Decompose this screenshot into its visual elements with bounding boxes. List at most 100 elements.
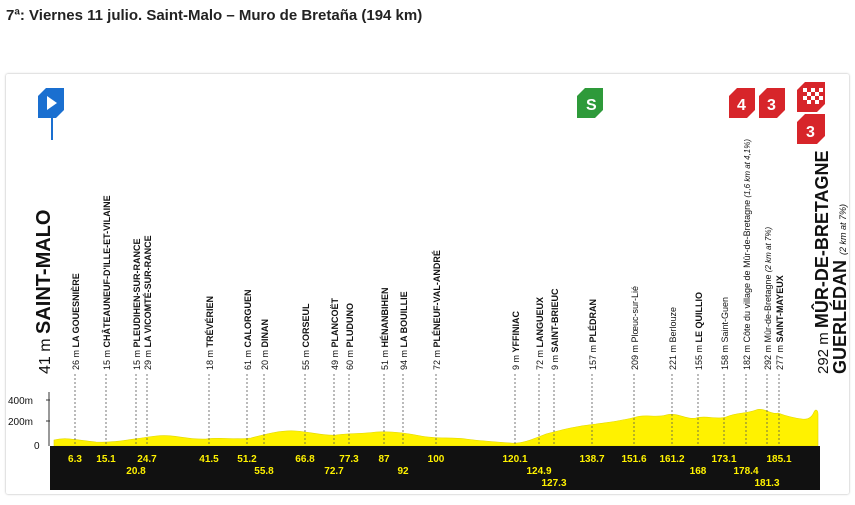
km-label: 72.7 [324,466,344,477]
play-icon [47,96,57,110]
location-label: Mûr-de-Bretagne [763,274,773,342]
location-altitude: 292 m Mûr-de-Bretagne (2 km at 7%) [763,227,773,370]
location-name: 9 m YFFINIAC [511,310,521,370]
y-tick-label: 400m [8,396,33,407]
location-label: GUERLÉDAN (2 km at 7%) [829,204,849,374]
location-markers [74,374,780,446]
location-name: 72 m PLÉNEUF-VAL-ANDRÉ [432,250,442,370]
checker-square [811,88,815,92]
location-altitude: 51 m HÉNANBIHEN [380,287,390,370]
location-altitude: 157 m PLÉDRAN [588,299,598,370]
location-altitude: 9 m SAINT-BRIEUC [550,288,560,370]
location-altitude: 20 m DINAN [260,319,270,370]
location-label: PLÉDRAN [588,299,598,343]
location-label: CALORGUEN [243,289,253,347]
location-altitude: 9 m YFFINIAC [511,310,521,370]
start-flag-icon [38,88,64,140]
location-name: 60 m PLUDUNO [345,303,355,370]
location-label: Plœuc-sur-Lié [630,286,640,343]
location-label: CHÂTEAUNEUF-D'ILLE-ET-VILAINE [101,195,112,347]
location-name: 155 m LE QUILLIO [694,292,704,370]
location-name: 292 m Mûr-de-Bretagne (2 km at 7%) [763,227,773,370]
location-label: MÛR-DE-BRETAGNE [811,150,832,328]
location-label: Berlouze [668,307,678,343]
checker-square [807,92,811,96]
km-label: 15.1 [96,454,116,465]
location-altitude: 15 m PLEUDIHEN-SUR-RANCE [132,238,142,370]
location-altitude: 209 m Plœuc-sur-Lié [630,286,640,370]
location-altitude: 29 m LA VICOMTÉ-SUR-RANCE [143,235,153,370]
location-altitude: 94 m LA BOUILLIE [399,291,409,370]
y-tick-label: 0 [34,441,40,452]
elevation-profile-area [53,409,819,447]
climb-category-label: 3 [806,124,815,141]
location-name: 61 m CALORGUEN [243,289,253,370]
checker-square [819,88,823,92]
location-label: LANGUEUX [535,297,545,348]
location-altitude: 55 m CORSEUL [301,303,311,370]
km-label: 20.8 [126,466,146,477]
location-altitude: 72 m LANGUEUX [535,297,545,370]
location-altitude: 61 m CALORGUEN [243,289,253,370]
location-name: 26 m LA GOUESNIÈRE [71,273,81,370]
climb-note: (2 km at 7%) [764,227,773,275]
km-label: 181.3 [754,478,779,489]
km-label: 178.4 [733,466,758,477]
location-altitude: 72 m PLÉNEUF-VAL-ANDRÉ [432,250,442,370]
location-altitude: 277 m SAINT-MAYEUX [775,275,785,370]
location-label: SAINT-BRIEUC [550,288,560,353]
location-altitude: 221 m Berlouze [668,307,678,370]
climb-category-label: 3 [767,97,776,114]
checkered-pattern [803,88,823,104]
location-name: 209 m Plœuc-sur-Lié [630,286,640,370]
location-altitude: 155 m LE QUILLIO [694,292,704,370]
km-label: 185.1 [766,454,791,465]
km-label: 138.7 [579,454,604,465]
km-label: 151.6 [621,454,646,465]
checker-square [803,96,807,100]
y-axis: 400m 200m 0 [8,392,50,452]
km-label: 168 [690,466,707,477]
location-altitude: 158 m Saint-Guen [720,297,730,370]
location-name: 182 m Côte du village de Mûr-de-Bretagne… [742,139,752,370]
sprint-green-icon [577,88,603,118]
km-label: 120.1 [502,454,527,465]
climb-category-icon [797,114,825,144]
location-altitude: 26 m LA GOUESNIÈRE [71,273,81,370]
location-name: 15 m CHÂTEAUNEUF-D'ILLE-ET-VILAINE [101,195,112,370]
finish-checkered-icon: 3 [797,82,825,144]
climb-category-badges: 4 3 [729,88,785,118]
location-label: SAINT-MALO [33,210,55,334]
location-altitude: 60 m PLUDUNO [345,303,355,370]
climb-category-icon [759,88,785,118]
km-label: 41.5 [199,454,219,465]
location-name: 20 m DINAN [260,319,270,370]
location-label: PLEUDIHEN-SUR-RANCE [132,238,142,347]
location-name: 221 m Berlouze [668,307,678,370]
location-altitude: 292 m MÛR-DE-BRETAGNE [811,150,832,374]
location-name: 51 m HÉNANBIHEN [380,287,390,370]
km-label: 51.2 [237,454,257,465]
km-label: 92 [397,466,409,477]
location-label: TRÉVÉRIEN [205,296,215,348]
location-label: YFFINIAC [511,310,521,352]
location-label: LA GOUESNIÈRE [71,273,81,347]
location-name: 277 m SAINT-MAYEUX [775,275,785,370]
location-label: CORSEUL [301,303,311,348]
distance-baseline-bar [50,446,820,490]
km-labels: 6.3 15.1 20.824.7 41.5 51.255.8 66.8 72.777.3 8… [68,454,792,489]
location-label: HÉNANBIHEN [380,287,390,347]
location-altitude: 15 m CHÂTEAUNEUF-D'ILLE-ET-VILAINE [101,195,112,370]
location-label: LE QUILLIO [694,292,704,343]
location-altitude: 49 m PLANCOËT [330,297,340,370]
km-label: 24.7 [137,454,157,465]
checker-square [803,88,807,92]
km-label: 124.9 [526,466,551,477]
location-label: SAINT-MAYEUX [775,275,785,342]
km-label: 87 [378,454,390,465]
location-altitude: 182 m Côte du village de Mûr-de-Bretagne… [742,139,752,370]
location-name: 9 m SAINT-BRIEUC [550,288,560,370]
sprint-green-icon: S [577,88,603,118]
location-label: Saint-Guen [720,297,730,343]
